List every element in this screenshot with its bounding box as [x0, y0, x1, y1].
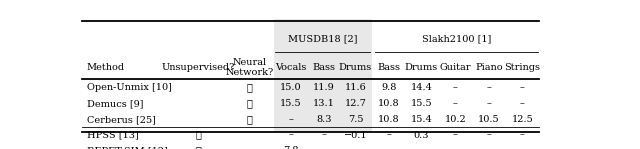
Text: 0.3: 0.3	[413, 131, 429, 140]
Text: –: –	[486, 131, 492, 140]
Text: 14.4: 14.4	[410, 83, 433, 92]
Text: 11.6: 11.6	[345, 83, 367, 92]
Text: −0.1: −0.1	[344, 131, 367, 140]
Text: –: –	[452, 99, 458, 108]
Text: REPET-SIM [12]: REPET-SIM [12]	[87, 146, 168, 149]
Text: 9.8: 9.8	[381, 83, 396, 92]
Text: 15.0: 15.0	[280, 83, 302, 92]
Text: –: –	[387, 146, 391, 149]
Text: HPSS [13]: HPSS [13]	[87, 131, 139, 140]
Text: 8.3: 8.3	[316, 115, 332, 124]
Text: –: –	[321, 146, 326, 149]
Text: –: –	[520, 99, 525, 108]
Text: –: –	[387, 131, 391, 140]
Text: Unsupervised?: Unsupervised?	[161, 63, 235, 72]
Text: MUSDB18 [2]: MUSDB18 [2]	[288, 34, 358, 43]
Text: ✓: ✓	[246, 83, 252, 92]
Text: 12.5: 12.5	[511, 115, 533, 124]
Text: –: –	[353, 146, 358, 149]
Text: 10.2: 10.2	[444, 115, 466, 124]
Text: 15.5: 15.5	[411, 99, 432, 108]
Text: 13.1: 13.1	[313, 99, 335, 108]
Text: –: –	[486, 146, 492, 149]
Text: Drums: Drums	[405, 63, 438, 72]
Text: Bass: Bass	[377, 63, 400, 72]
Text: 10.8: 10.8	[378, 99, 399, 108]
Text: ✓: ✓	[195, 146, 201, 149]
Text: Cerberus [25]: Cerberus [25]	[87, 115, 156, 124]
Text: 7.5: 7.5	[348, 115, 364, 124]
Text: Piano: Piano	[475, 63, 503, 72]
Text: 12.7: 12.7	[344, 99, 367, 108]
Text: Method: Method	[87, 63, 125, 72]
Text: Strings: Strings	[504, 63, 540, 72]
Text: –: –	[520, 131, 525, 140]
Text: –: –	[486, 83, 492, 92]
Text: 15.4: 15.4	[411, 115, 433, 124]
Text: Drums: Drums	[339, 63, 372, 72]
Text: 15.5: 15.5	[280, 99, 302, 108]
Text: –: –	[452, 83, 458, 92]
Text: –: –	[520, 146, 525, 149]
Text: Vocals: Vocals	[275, 63, 307, 72]
Text: –: –	[486, 99, 492, 108]
Text: ✓: ✓	[246, 115, 252, 124]
Text: 7.8: 7.8	[284, 146, 299, 149]
Text: Neural
Network?: Neural Network?	[225, 58, 273, 77]
Bar	[274, 19, 372, 132]
Text: 10.8: 10.8	[378, 115, 399, 124]
Text: –: –	[289, 131, 294, 140]
Text: 10.5: 10.5	[478, 115, 500, 124]
Text: –: –	[520, 83, 525, 92]
Text: Open-Unmix [10]: Open-Unmix [10]	[87, 83, 172, 92]
Text: –: –	[452, 146, 458, 149]
Text: –: –	[289, 115, 294, 124]
Text: –: –	[419, 146, 424, 149]
Text: Bass: Bass	[312, 63, 335, 72]
Text: ✓: ✓	[246, 99, 252, 108]
Text: Guitar: Guitar	[440, 63, 471, 72]
Text: Demucs [9]: Demucs [9]	[87, 99, 143, 108]
Text: Slakh2100 [1]: Slakh2100 [1]	[422, 34, 491, 43]
Text: ✓: ✓	[195, 131, 201, 140]
Text: 11.9: 11.9	[313, 83, 335, 92]
Text: –: –	[452, 131, 458, 140]
Text: –: –	[321, 131, 326, 140]
